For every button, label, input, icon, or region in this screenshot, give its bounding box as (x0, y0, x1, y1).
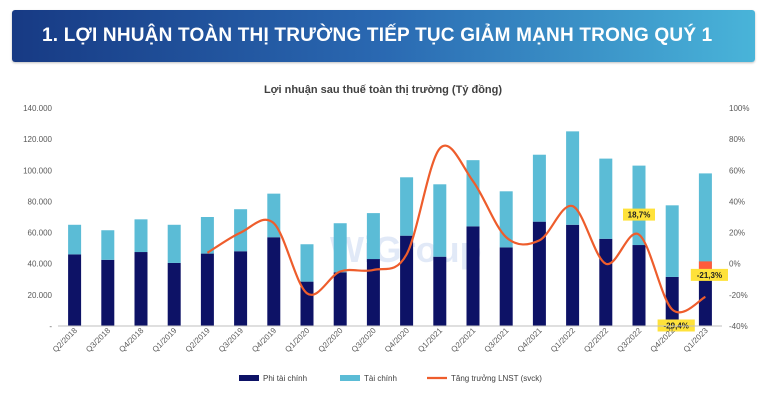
bar-financial (200, 217, 214, 254)
bar-non-financial (400, 235, 414, 326)
banner-title: 1. LỢI NHUẬN TOÀN THỊ TRƯỜNG TIẾP TỤC GI… (42, 25, 713, 46)
y-left-tick-label: 60.000 (28, 229, 53, 238)
bar-non-financial (200, 253, 214, 326)
legend-swatch-non-financial (239, 375, 259, 381)
bar-non-financial (68, 254, 82, 326)
y-left-tick-label: 80.000 (28, 197, 53, 206)
y-left-tick-label: 120.000 (23, 135, 52, 144)
bar-non-financial (267, 237, 281, 326)
growth-line (206, 144, 706, 314)
data-label: 18,7% (628, 211, 651, 220)
x-tick-label: Q3/2021 (483, 326, 511, 354)
y-left-tick-label: 100.000 (23, 166, 52, 175)
bar-non-financial (101, 259, 115, 326)
y-right-tick-label: -20% (729, 291, 748, 300)
y-right-tick-label: 20% (729, 229, 745, 238)
x-tick-label: Q4/2021 (516, 326, 544, 354)
x-tick-label: Q2/2020 (317, 326, 345, 354)
bar-financial (532, 154, 546, 222)
bar-financial (134, 219, 148, 253)
bar-financial (599, 158, 613, 239)
header-banner: 1. LỢI NHUẬN TOÀN THỊ TRƯỜNG TIẾP TỤC GI… (12, 10, 755, 62)
y-left-tick-label: 140.000 (23, 104, 52, 113)
bar-non-financial (698, 280, 712, 326)
y-right-tick-label: 0% (729, 260, 741, 269)
x-tick-label: Q1/2020 (283, 326, 311, 354)
x-tick-label: Q4/2020 (383, 326, 411, 354)
bar-non-financial (333, 272, 347, 326)
x-tick-label: Q2/2022 (582, 326, 610, 354)
bar-non-financial (566, 224, 580, 326)
bar-non-financial (632, 245, 646, 326)
bar-financial (566, 131, 580, 225)
bar-financial (68, 224, 82, 255)
x-tick-label: Q2/2021 (449, 326, 477, 354)
x-tick-label: Q1/2021 (416, 326, 444, 354)
bar-non-financial (499, 247, 513, 326)
x-tick-label: Q1/2022 (549, 326, 577, 354)
bar-non-financial (234, 251, 248, 326)
bar-financial (333, 223, 347, 273)
bar-non-financial (466, 226, 480, 326)
y-left-tick-label: 40.000 (28, 260, 53, 269)
legend-label-financial: Tài chính (364, 374, 397, 383)
y-right-tick-label: 100% (729, 104, 749, 113)
bar-non-financial (599, 238, 613, 326)
bar-non-financial (532, 221, 546, 326)
x-tick-label: Q3/2018 (84, 326, 112, 354)
bar-financial (433, 184, 447, 257)
legend-swatch-financial (340, 375, 360, 381)
bar-financial (499, 191, 513, 248)
legend-label-growth: Tăng trưởng LNST (svck) (451, 374, 542, 383)
data-label-bg (690, 268, 728, 281)
bar-non-financial (300, 281, 314, 326)
bar-financial (632, 165, 646, 246)
y-left-tick-label: 20.000 (28, 291, 53, 300)
x-tick-label: Q3/2022 (615, 326, 643, 354)
y-right-tick-label: 60% (729, 166, 745, 175)
bar-financial (101, 230, 115, 260)
bar-financial (665, 205, 679, 277)
y-left-tick-label: - (49, 322, 52, 331)
chart-title: Lợi nhuận sau thuế toàn thị trường (Tỷ đ… (264, 84, 502, 96)
legend-label-non-financial: Phi tài chính (263, 374, 307, 383)
bar-non-financial (134, 252, 148, 326)
bar-non-financial (665, 276, 679, 326)
bar-financial (400, 177, 414, 236)
x-tick-label: Q3/2020 (350, 326, 378, 354)
y-right-tick-label: 40% (729, 197, 745, 206)
x-tick-label: Q2/2019 (184, 326, 212, 354)
bar-financial (234, 209, 248, 252)
y-right-tick-label: -40% (729, 322, 748, 331)
data-label-bg (657, 319, 695, 332)
bar-financial (366, 213, 380, 260)
y-right-tick-label: 80% (729, 135, 745, 144)
bar-non-financial (167, 262, 181, 326)
x-tick-label: Q4/2019 (250, 326, 278, 354)
x-tick-label: Q4/2018 (117, 326, 145, 354)
bar-financial (300, 244, 314, 282)
x-tick-label: Q2/2018 (51, 326, 79, 354)
data-label: -21,3% (697, 271, 722, 280)
x-tick-label: Q1/2019 (151, 326, 179, 354)
data-label-bg (623, 208, 655, 221)
bar-non-financial (433, 256, 447, 326)
bar-financial (466, 160, 480, 227)
bar-financial (698, 173, 712, 281)
bar-non-financial (366, 259, 380, 326)
x-tick-label: Q3/2019 (217, 326, 245, 354)
bar-financial (167, 224, 181, 263)
